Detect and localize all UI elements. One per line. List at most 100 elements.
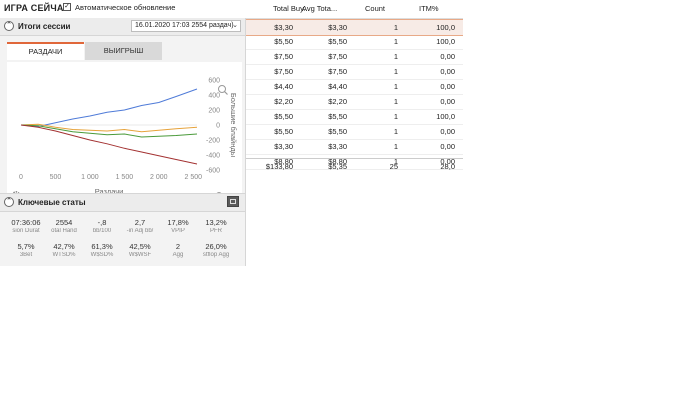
y-axis-title: Большие блайнды bbox=[229, 93, 238, 157]
x-tick-label: 2 500 bbox=[185, 174, 203, 181]
stat-label: W$SD% bbox=[90, 252, 114, 258]
col-count[interactable]: Count bbox=[365, 4, 386, 13]
auto-update-checkbox[interactable]: ✓ bbox=[63, 3, 71, 11]
x-tick-label: 2 000 bbox=[150, 174, 168, 181]
tab-hands[interactable]: РАЗДАЧИ bbox=[7, 42, 84, 60]
table-cell: $5,50 bbox=[328, 127, 347, 136]
col-avg-total[interactable]: Avg Tota... bbox=[302, 4, 338, 13]
table-row[interactable]: $7,50 $7,50 1 0,00 bbox=[245, 64, 463, 80]
table-row[interactable]: $3,30 $3,30 1 100,0 bbox=[245, 19, 463, 36]
table-header: Total Buy... Avg Tota... Count ITM% bbox=[245, 0, 463, 19]
table-row[interactable]: $5,50 $5,50 1 0,00 bbox=[245, 124, 463, 140]
series-line-2 bbox=[20, 124, 198, 138]
table-cell: 100,0 bbox=[436, 23, 455, 32]
table-row[interactable]: $4,40 $4,40 1 0,00 bbox=[245, 79, 463, 95]
x-tick-label: 1 000 bbox=[81, 174, 99, 181]
stat-label: WTSD% bbox=[52, 252, 76, 258]
session-select[interactable]: 16.01.2020 17:03 2554 раздач) ⌄ bbox=[131, 20, 241, 32]
stat-label: -in Adj bb/ bbox=[126, 228, 154, 234]
table-cell: $5,50 bbox=[328, 112, 347, 121]
total-count: 25 bbox=[389, 162, 398, 171]
total-buyin: $133,80 bbox=[265, 162, 293, 171]
table-row[interactable]: $5,50 $5,50 1 100,0 bbox=[245, 34, 463, 50]
stat-item: 42,5% W$WSF bbox=[120, 242, 160, 258]
stat-item: 2,7 -in Adj bb/ bbox=[120, 218, 160, 234]
stat-value: 2 bbox=[175, 242, 181, 251]
stat-item: 13,2% PFR bbox=[196, 218, 236, 234]
x-tick-label: 0 bbox=[19, 174, 23, 181]
col-total-buyin[interactable]: Total Buy... bbox=[273, 4, 310, 13]
collapse-icon[interactable]: ⌃ bbox=[4, 21, 14, 31]
stat-label: stflop Agg bbox=[202, 252, 230, 258]
collapse-icon[interactable]: ⌃ bbox=[4, 197, 14, 207]
y-tick-label: 400 bbox=[208, 93, 220, 100]
table-row[interactable]: $5,50 $5,50 1 100,0 bbox=[245, 109, 463, 125]
y-tick-label: -200 bbox=[206, 138, 220, 145]
y-tick-label: 200 bbox=[208, 108, 220, 115]
table-cell: $3,30 bbox=[274, 23, 293, 32]
table-cell: 1 bbox=[393, 97, 398, 106]
stat-value: 13,2% bbox=[205, 218, 227, 227]
table-cell: 100,0 bbox=[436, 37, 455, 46]
stat-label: PFR bbox=[210, 228, 222, 234]
table-cell: $5,50 bbox=[274, 112, 293, 121]
table-row[interactable]: $2,20 $2,20 1 0,00 bbox=[245, 94, 463, 110]
table-row[interactable]: $3,30 $3,30 1 0,00 bbox=[245, 139, 463, 155]
stat-label: sion Durat bbox=[12, 228, 40, 234]
stat-item: 26,0% stflop Agg bbox=[196, 242, 236, 258]
table-cell: 1 bbox=[393, 142, 398, 151]
table-cell: 1 bbox=[393, 23, 398, 32]
stat-label: Agg bbox=[172, 252, 184, 258]
auto-update-label[interactable]: Автоматическое обновление bbox=[75, 3, 176, 12]
stat-item: -,8 bb/100 bbox=[82, 218, 122, 234]
table-cell: 1 bbox=[393, 67, 398, 76]
stat-value: 42,7% bbox=[53, 242, 75, 251]
stat-value: -,8 bbox=[97, 218, 107, 227]
stat-item: 5,7% 3Bet bbox=[6, 242, 46, 258]
tab-winnings[interactable]: ВЫИГРЫШ bbox=[85, 42, 162, 60]
col-itm[interactable]: ITM% bbox=[419, 4, 439, 13]
top-bar: ИГРА СЕЙЧАС ✓ Автоматическое обновление bbox=[0, 0, 245, 16]
series-line-1 bbox=[20, 123, 198, 133]
chevron-down-icon: ⌄ bbox=[232, 22, 238, 29]
stat-value: 42,5% bbox=[129, 242, 151, 251]
table-cell: 0,00 bbox=[440, 82, 455, 91]
table-cell: $8,80 bbox=[328, 157, 347, 166]
stat-value: 17,8% bbox=[167, 218, 189, 227]
stat-value: 61,3% bbox=[91, 242, 113, 251]
y-tick-label: -600 bbox=[206, 168, 220, 175]
stat-item: 07:36:06 sion Durat bbox=[6, 218, 46, 234]
stat-value: 2,7 bbox=[134, 218, 146, 227]
zoom-icon bbox=[218, 85, 228, 95]
chart-area: 0 500 1 000 1 500 2 000 2 500 600 400 200 0 -200 -4… bbox=[7, 62, 242, 207]
table-cell: $7,50 bbox=[328, 67, 347, 76]
y-tick-label: 0 bbox=[216, 123, 220, 130]
table-row[interactable]: $8,80 $8,80 1 0,00 bbox=[245, 154, 463, 170]
stat-item: 61,3% W$SD% bbox=[82, 242, 122, 258]
y-tick-label: -400 bbox=[206, 153, 220, 160]
results-table: Total Buy... Avg Tota... Count ITM% $3,3… bbox=[245, 0, 463, 175]
table-cell: 100,0 bbox=[436, 112, 455, 121]
table-cell: 1 bbox=[393, 37, 398, 46]
stat-label: bb/100 bbox=[92, 228, 112, 234]
stat-item: 2554 otal Hand bbox=[44, 218, 84, 234]
total-avg: $5,35 bbox=[328, 162, 347, 171]
table-cell: 0,00 bbox=[440, 67, 455, 76]
table-cell: $4,40 bbox=[274, 82, 293, 91]
session-header: ⌃ Итоги сессии 16.01.2020 17:03 2554 раз… bbox=[0, 18, 245, 36]
panel-toggle-icon[interactable] bbox=[227, 196, 239, 207]
x-tick-label: 1 500 bbox=[116, 174, 134, 181]
stat-label: VPIP bbox=[171, 228, 185, 234]
stat-label: 3Bet bbox=[19, 252, 33, 258]
table-cell: $3,30 bbox=[328, 23, 347, 32]
totals-row: $133,80 $5,35 25 28,0 bbox=[245, 158, 463, 175]
stat-value: 07:36:06 bbox=[11, 218, 41, 227]
table-cell: $7,50 bbox=[274, 52, 293, 61]
series-line-0 bbox=[20, 88, 198, 128]
table-cell: $5,50 bbox=[274, 127, 293, 136]
table-cell: $3,30 bbox=[328, 142, 347, 151]
table-row[interactable]: $7,50 $7,50 1 0,00 bbox=[245, 49, 463, 65]
table-cell: $2,20 bbox=[274, 97, 293, 106]
table-cell: 1 bbox=[393, 157, 398, 166]
table-cell: 0,00 bbox=[440, 97, 455, 106]
